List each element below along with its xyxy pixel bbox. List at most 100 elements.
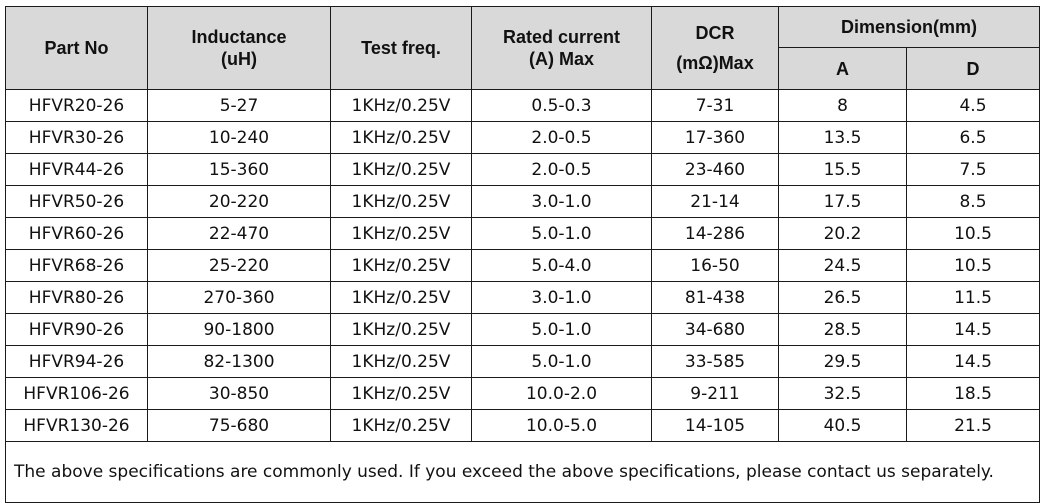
test-freq-cell: 1KHz/0.25V xyxy=(330,313,472,346)
inductance-cell: 20-220 xyxy=(147,185,331,218)
part-no-cell: HFVR68-26 xyxy=(5,249,148,282)
dcr-cell: 81-438 xyxy=(651,281,779,314)
dim-a-cell: 20.2 xyxy=(778,217,907,250)
dim-d-cell: 21.5 xyxy=(905,409,1041,442)
table-row: HFVR106-26 30-850 1KHz/0.25V 10.0-2.0 9-211 3… xyxy=(5,377,1041,410)
dcr-cell: 23-460 xyxy=(651,153,779,186)
inductance-cell: 82-1300 xyxy=(147,345,331,378)
rated-current-cell: 3.0-1.0 xyxy=(471,185,652,218)
dcr-cell: 21-14 xyxy=(651,185,779,218)
test-freq-cell: 1KHz/0.25V xyxy=(330,345,472,378)
spec-table: Part No Inductance (uH) Test freq. Rated… xyxy=(4,6,1041,503)
dim-a-cell: 24.5 xyxy=(778,249,907,282)
dcr-cell: 14-105 xyxy=(651,409,779,442)
table-row: HFVR50-26 20-220 1KHz/0.25V 3.0-1.0 21-14 17.… xyxy=(5,185,1041,218)
header-dcr: DCR (mΩ)Max xyxy=(651,6,779,90)
header-dcr-line1: DCR xyxy=(695,23,735,43)
dim-d-cell: 6.5 xyxy=(905,121,1041,154)
header-rated-current: Rated current (A) Max xyxy=(471,6,652,90)
dim-d-cell: 4.5 xyxy=(905,89,1041,122)
rated-current-cell: 2.0-0.5 xyxy=(471,153,652,186)
dcr-cell: 9-211 xyxy=(651,377,779,410)
header-test-freq: Test freq. xyxy=(330,6,472,90)
header-part-no: Part No xyxy=(5,6,148,90)
dim-d-cell: 10.5 xyxy=(905,217,1041,250)
dim-d-cell: 8.5 xyxy=(905,185,1041,218)
dim-d-cell: 14.5 xyxy=(905,313,1041,346)
test-freq-cell: 1KHz/0.25V xyxy=(330,121,472,154)
table-row: HFVR20-26 5-27 1KHz/0.25V 0.5-0.3 7-31 8 4.5 xyxy=(5,89,1041,122)
dim-a-cell: 28.5 xyxy=(778,313,907,346)
part-no-cell: HFVR106-26 xyxy=(5,377,148,410)
inductance-cell: 75-680 xyxy=(147,409,331,442)
rated-current-cell: 5.0-4.0 xyxy=(471,249,652,282)
header-rated-current-line2: (A) Max xyxy=(528,49,594,69)
table-row: HFVR130-26 75-680 1KHz/0.25V 10.0-5.0 14-105… xyxy=(5,409,1041,442)
dim-a-cell: 13.5 xyxy=(778,121,907,154)
dim-d-cell: 7.5 xyxy=(905,153,1041,186)
dcr-cell: 16-50 xyxy=(651,249,779,282)
test-freq-cell: 1KHz/0.25V xyxy=(330,409,472,442)
dcr-cell: 7-31 xyxy=(651,89,779,122)
header-dim-d: D xyxy=(905,47,1041,90)
dim-d-cell: 11.5 xyxy=(905,281,1041,314)
table-row: HFVR68-26 25-220 1KHz/0.25V 5.0-4.0 16-50 24.… xyxy=(5,249,1041,282)
note-row: The above specifications are commonly us… xyxy=(4,441,1041,503)
test-freq-cell: 1KHz/0.25V xyxy=(330,281,472,314)
inductance-cell: 22-470 xyxy=(147,217,331,250)
part-no-cell: HFVR60-26 xyxy=(5,217,148,250)
part-no-cell: HFVR30-26 xyxy=(5,121,148,154)
rated-current-cell: 5.0-1.0 xyxy=(471,345,652,378)
dcr-cell: 17-360 xyxy=(651,121,779,154)
part-no-cell: HFVR130-26 xyxy=(5,409,148,442)
test-freq-cell: 1KHz/0.25V xyxy=(330,89,472,122)
table-row: HFVR60-26 22-470 1KHz/0.25V 5.0-1.0 14-286 20… xyxy=(5,217,1041,250)
part-no-cell: HFVR80-26 xyxy=(5,281,148,314)
dim-a-cell: 26.5 xyxy=(778,281,907,314)
part-no-cell: HFVR90-26 xyxy=(5,313,148,346)
test-freq-cell: 1KHz/0.25V xyxy=(330,217,472,250)
dim-a-cell: 8 xyxy=(778,89,907,122)
rated-current-cell: 0.5-0.3 xyxy=(471,89,652,122)
header-dim-a: A xyxy=(778,47,907,90)
inductance-cell: 30-850 xyxy=(147,377,331,410)
table-body: HFVR20-26 5-27 1KHz/0.25V 0.5-0.3 7-31 8 4.5 HF… xyxy=(5,89,1041,442)
header-inductance-line2: (uH) xyxy=(221,49,257,69)
test-freq-cell: 1KHz/0.25V xyxy=(330,185,472,218)
table-row: HFVR80-26 270-360 1KHz/0.25V 3.0-1.0 81-438 2… xyxy=(5,281,1041,314)
rated-current-cell: 5.0-1.0 xyxy=(471,217,652,250)
rated-current-cell: 10.0-2.0 xyxy=(471,377,652,410)
header-dimension: Dimension(mm) xyxy=(777,6,1041,48)
dim-a-cell: 29.5 xyxy=(778,345,907,378)
inductance-cell: 90-1800 xyxy=(147,313,331,346)
part-no-cell: HFVR44-26 xyxy=(5,153,148,186)
header-inductance: Inductance (uH) xyxy=(147,6,331,90)
rated-current-cell: 2.0-0.5 xyxy=(471,121,652,154)
dim-a-cell: 15.5 xyxy=(778,153,907,186)
test-freq-cell: 1KHz/0.25V xyxy=(330,249,472,282)
header-subrow: A D xyxy=(6,47,1041,90)
header-inductance-line1: Inductance xyxy=(191,27,287,47)
dcr-cell: 14-286 xyxy=(651,217,779,250)
header-rated-current-line1: Rated current xyxy=(502,27,621,47)
table-row: HFVR30-26 10-240 1KHz/0.25V 2.0-0.5 17-360 13… xyxy=(5,121,1041,154)
dim-d-cell: 14.5 xyxy=(905,345,1041,378)
note-text: The above specifications are commonly us… xyxy=(4,441,1041,503)
part-no-cell: HFVR50-26 xyxy=(5,185,148,218)
header-row: Part No Inductance (uH) Test freq. Rated… xyxy=(5,6,1041,90)
part-no-cell: HFVR20-26 xyxy=(5,89,148,122)
rated-current-cell: 3.0-1.0 xyxy=(471,281,652,314)
inductance-cell: 270-360 xyxy=(147,281,331,314)
inductance-cell: 15-360 xyxy=(147,153,331,186)
dcr-cell: 33-585 xyxy=(651,345,779,378)
rated-current-cell: 10.0-5.0 xyxy=(471,409,652,442)
inductance-cell: 5-27 xyxy=(147,89,331,122)
header-dcr-line2: (mΩ)Max xyxy=(676,53,754,73)
dim-d-cell: 18.5 xyxy=(905,377,1041,410)
rated-current-cell: 5.0-1.0 xyxy=(471,313,652,346)
table-row: HFVR94-26 82-1300 1KHz/0.25V 5.0-1.0 33-585 2… xyxy=(5,345,1041,378)
table-row: HFVR90-26 90-1800 1KHz/0.25V 5.0-1.0 34-680 2… xyxy=(5,313,1041,346)
inductance-cell: 10-240 xyxy=(147,121,331,154)
dim-a-cell: 40.5 xyxy=(778,409,907,442)
spec-table-container: Part No Inductance (uH) Test freq. Rated… xyxy=(4,6,1041,503)
